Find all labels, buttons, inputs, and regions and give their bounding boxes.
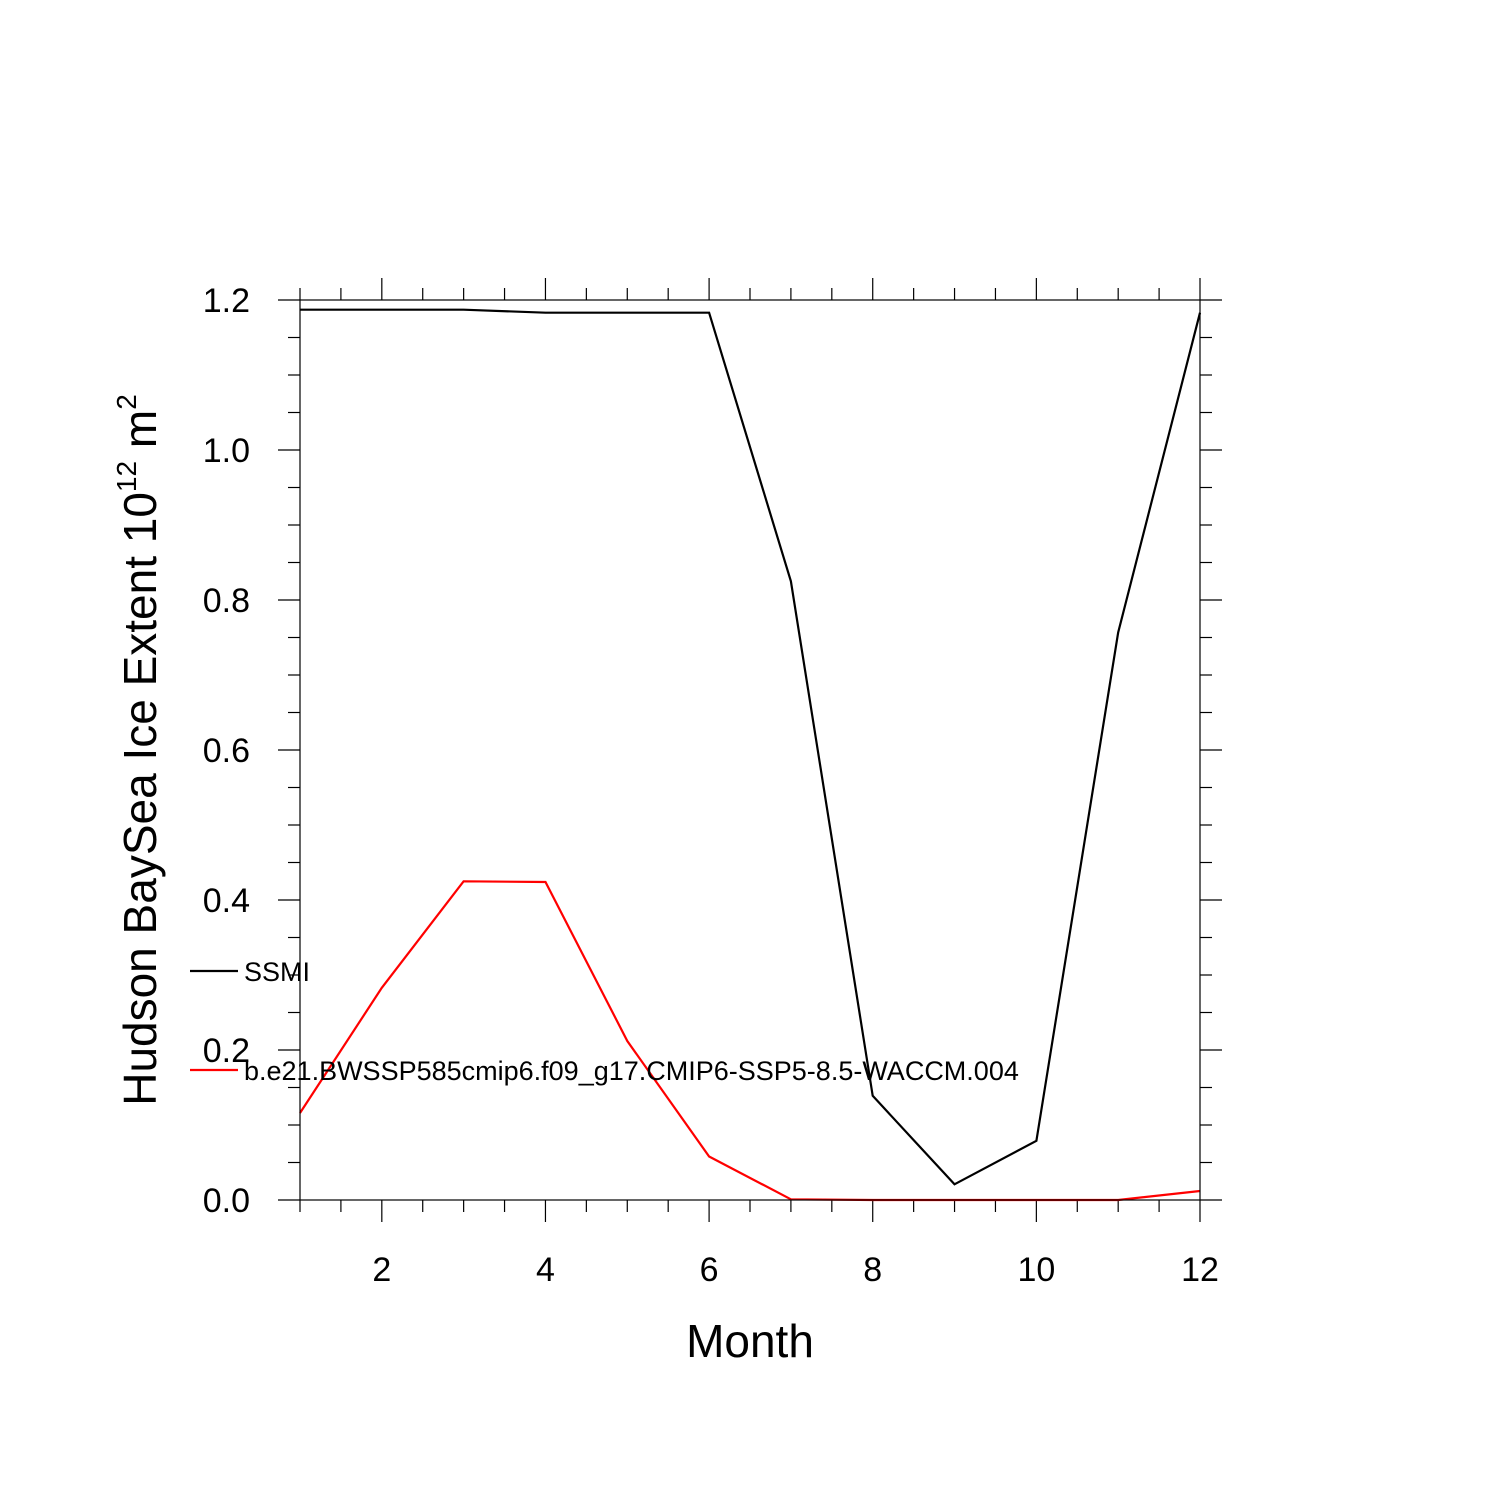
y-axis-title-unit-exponent: 2: [111, 394, 142, 410]
legend-label-1: SSMI: [244, 957, 310, 987]
y-tick-labels: 0.0 0.2 0.4 0.6 0.8 1.0 1.2: [203, 282, 250, 1220]
x-tick-label: 8: [863, 1251, 882, 1289]
plot-frame: [299, 299, 1201, 1201]
x-tick-label: 6: [700, 1251, 719, 1289]
x-tick-label: 2: [372, 1251, 391, 1289]
major-ticks: [278, 278, 1222, 1222]
y-axis-title-unit: m: [114, 410, 166, 461]
y-tick-label: 1.0: [203, 432, 250, 470]
minor-ticks: [288, 288, 1212, 1212]
x-axis-title: Month: [686, 1315, 814, 1367]
y-tick-label: 0.0: [203, 1182, 250, 1220]
y-axis-title: Hudson BaySea Ice Extent 1012 m2: [111, 394, 166, 1106]
y-axis-title-exponent: 12: [111, 461, 142, 492]
y-tick-label: 1.2: [203, 282, 250, 320]
x-tick-label: 12: [1181, 1251, 1219, 1289]
x-tick-label: 10: [1017, 1251, 1055, 1289]
legend-label-2: b.e21.BWSSP585cmip6.f09_g17.CMIP6-SSP5-8…: [244, 1056, 1019, 1086]
x-tick-labels: 2 4 6 8 10 12: [372, 1251, 1219, 1289]
y-tick-label: 0.2: [203, 1032, 250, 1070]
y-tick-label: 0.4: [203, 882, 250, 920]
series-line-1: [300, 308, 1202, 1186]
y-tick-label: 0.8: [203, 582, 250, 620]
y-axis-title-prefix: Hudson BaySea Ice Extent 10: [114, 492, 166, 1106]
legend: SSMI b.e21.BWSSP585cmip6.f09_g17.CMIP6-SS…: [190, 957, 1019, 1086]
x-tick-label: 4: [536, 1251, 555, 1289]
y-tick-label: 0.6: [203, 732, 250, 770]
